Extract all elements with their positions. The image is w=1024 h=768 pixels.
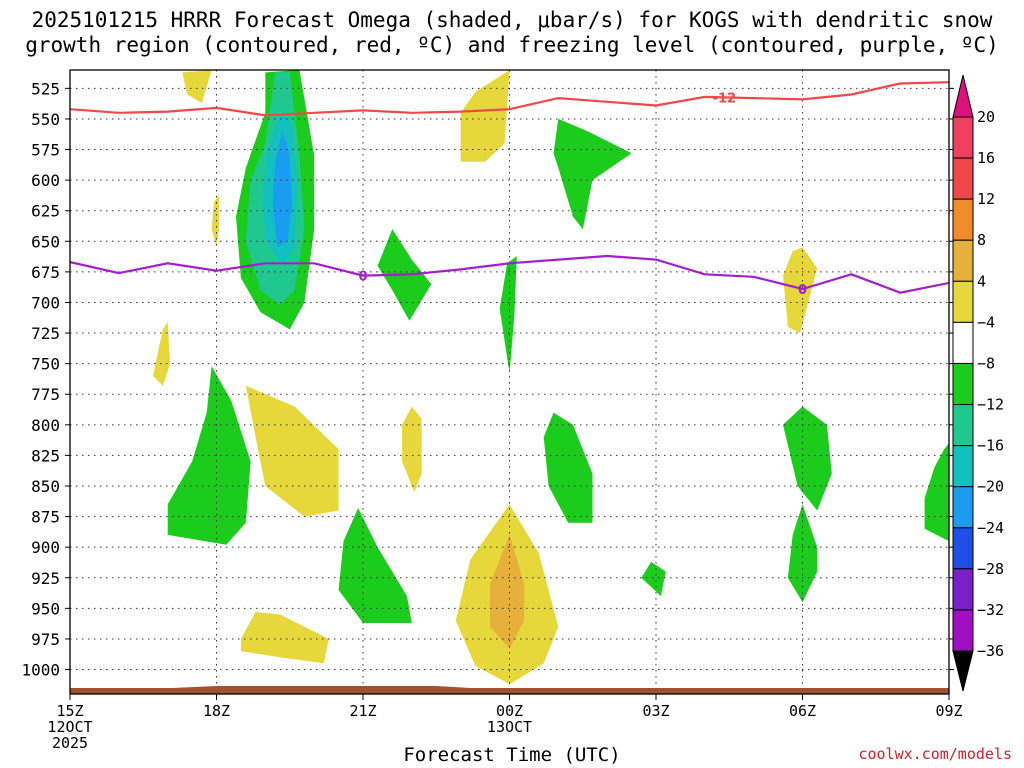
colorbar-top-arrow <box>952 74 974 118</box>
omega-region-yellow-small-left <box>153 322 171 386</box>
colorbar-label--20: −20 <box>977 478 1004 496</box>
contour-layer: -12 0 0 <box>70 81 949 298</box>
chart-title: 2025101215 HRRR Forecast Omega (shaded, … <box>0 8 1024 58</box>
colorbar-label--32: −32 <box>977 601 1004 619</box>
x-tick-label-13OCT: 13OCT <box>487 718 532 736</box>
colorbar-label--4: −4 <box>977 313 995 331</box>
x-tick-label-00Z: 00Z <box>496 702 523 720</box>
x-tick-label-21Z: 21Z <box>349 702 376 720</box>
colorbar-box--12-to--16 <box>952 404 974 447</box>
y-tick-label-600: 600 <box>31 171 60 190</box>
y-tick-label-925: 925 <box>31 569 60 588</box>
colorbar-label--36: −36 <box>977 642 1004 660</box>
y-tick-label-900: 900 <box>31 538 60 557</box>
omega-region-green-vertical <box>499 256 517 374</box>
colorbar-box--16-to--20 <box>952 445 974 488</box>
y-tick-label-875: 875 <box>31 508 60 527</box>
colorbar-label-4: 4 <box>977 272 986 290</box>
y-tick-label-825: 825 <box>31 446 60 465</box>
y-tick-label-550: 550 <box>31 110 60 129</box>
colorbar-label--16: −16 <box>977 437 1004 455</box>
omega-region-yellow-sliver <box>211 194 219 248</box>
colorbar-label-20: 20 <box>977 108 995 126</box>
red-contour-line <box>70 81 949 117</box>
colorbar-box--32-to--36 <box>952 609 974 652</box>
omega-region-green-tiny <box>641 561 666 597</box>
colorbar-label-12: 12 <box>977 190 995 208</box>
omega-region-green-bottom-right <box>787 504 818 603</box>
colorbar-label--28: −28 <box>977 560 1004 578</box>
y-tick-label-525: 525 <box>31 79 60 98</box>
y-tick-label-725: 725 <box>31 324 60 343</box>
y-tick-label-700: 700 <box>31 293 60 312</box>
x-tick-label-06Z: 06Z <box>789 702 816 720</box>
y-tick-label-950: 950 <box>31 599 60 618</box>
purple-contour-line <box>70 254 949 294</box>
title-line-1: 2025101215 HRRR Forecast Omega (shaded, … <box>31 8 993 32</box>
colorbar-box-12-to-8 <box>952 198 974 241</box>
colorbar-bottom-arrow <box>952 650 974 692</box>
y-tick-label-650: 650 <box>31 232 60 251</box>
purple-contour-label: 0 <box>358 270 367 285</box>
y-tick-label-775: 775 <box>31 385 60 404</box>
y-tick-label-575: 575 <box>31 141 60 160</box>
colorbar-box-8-to-4 <box>952 239 974 282</box>
colorbar-label-16: 16 <box>977 149 995 167</box>
omega-shading-layer <box>153 70 949 685</box>
x-tick-label-15Z: 15Z <box>56 702 83 720</box>
credit-link[interactable]: coolwx.com/models <box>858 745 1012 763</box>
colorbar-box--24-to--28 <box>952 527 974 570</box>
colorbar-box-16-to-12 <box>952 157 974 200</box>
x-tick-label-2025: 2025 <box>52 734 88 752</box>
surface-layer <box>70 686 949 694</box>
y-tick-label-625: 625 <box>31 202 60 221</box>
omega-region-green-right-lower <box>783 406 832 511</box>
colorbar-label--24: −24 <box>977 519 1004 537</box>
red-contour-label: -12 <box>713 91 737 106</box>
omega-region-blue-plume <box>272 131 293 248</box>
colorbar: 20 16 12 8 4 −4 −8 −12 −16 −20 −24 −28 −32 −36 <box>952 74 1004 692</box>
y-tick-label-975: 975 <box>31 630 60 649</box>
x-tick-label-18Z: 18Z <box>203 702 230 720</box>
x-tick-label-09Z: 09Z <box>935 702 962 720</box>
omega-region-orange-bottom-mid <box>490 534 525 649</box>
omega-region-yellow-bottom-left <box>240 612 329 664</box>
omega-region-green-upper-right <box>553 118 632 230</box>
omega-region-yellow-small-mid <box>402 406 422 493</box>
x-tick-label-03Z: 03Z <box>642 702 669 720</box>
omega-region-yellow-mid-top <box>460 70 510 162</box>
colorbar-box--4-to--8 <box>952 321 974 364</box>
colorbar-box-20-to-16 <box>952 116 974 159</box>
surface-band <box>70 688 949 694</box>
y-tick-label-800: 800 <box>31 416 60 435</box>
omega-region-yellow-left-lower <box>245 385 339 517</box>
colorbar-label--12: −12 <box>977 396 1004 414</box>
title-line-2: growth region (contoured, red, ºC) and f… <box>25 33 999 57</box>
colorbar-label--8: −8 <box>977 354 995 372</box>
y-tick-label-750: 750 <box>31 355 60 374</box>
colorbar-box--8-to--12 <box>952 362 974 406</box>
omega-region-green-far-right <box>924 443 949 542</box>
omega-region-green-left-bottom <box>338 508 412 623</box>
grid-layer <box>70 70 949 694</box>
omega-region-green-mid-lower <box>543 412 593 523</box>
colorbar-box--28-to--32 <box>952 568 974 611</box>
omega-region-yellow-right-blob <box>783 247 818 334</box>
colorbar-label-8: 8 <box>977 231 986 249</box>
colorbar-box-4-to--4 <box>952 280 974 323</box>
x-axis-label: Forecast Time (UTC) <box>403 744 621 766</box>
surface-bump <box>172 686 471 688</box>
colorbar-box--20-to--24 <box>952 486 974 529</box>
y-tick-label-850: 850 <box>31 477 60 496</box>
omega-region-yellow-top-left <box>182 70 212 103</box>
x-tick-label-12OCT: 12OCT <box>47 718 92 736</box>
y-tick-label-675: 675 <box>31 263 60 282</box>
y-tick-label-1000: 1000 <box>21 661 60 680</box>
purple-contour-label: 0 <box>798 283 807 298</box>
y-axis: 525 550 575 600 625 650 675 700 725 750 775 800 825 8… <box>21 79 954 680</box>
